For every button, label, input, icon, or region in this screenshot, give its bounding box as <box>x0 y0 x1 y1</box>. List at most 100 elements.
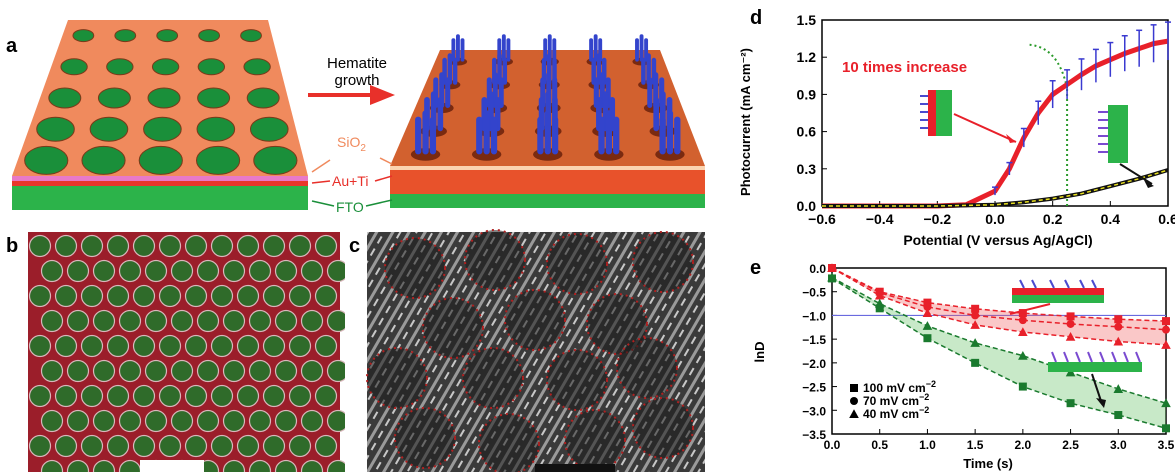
x-tick-label: 0.2 <box>1043 211 1063 227</box>
template-hole <box>24 145 69 175</box>
data-point <box>971 358 980 367</box>
schematic-inset-red <box>920 90 1017 143</box>
green-particle <box>274 259 298 283</box>
green-particle <box>66 259 90 283</box>
green-particle <box>184 384 208 408</box>
data-point <box>1066 319 1075 328</box>
x-tick-label: 1.0 <box>919 438 936 452</box>
nanorod <box>429 116 437 155</box>
green-particle <box>158 384 182 408</box>
green-particle <box>170 409 194 433</box>
x-tick-label: 0.4 <box>1101 211 1121 227</box>
panel-c-sem-image: c <box>349 229 705 472</box>
green-particle <box>184 434 208 458</box>
bundle-outline <box>464 229 526 291</box>
data-point <box>1161 398 1171 408</box>
nanorod <box>501 34 506 62</box>
nanorod <box>447 53 453 85</box>
x-tick-label: 0.5 <box>871 438 888 452</box>
nanorod <box>641 57 646 85</box>
green-particle <box>80 284 104 308</box>
green-particle <box>288 384 312 408</box>
green-particle <box>66 359 90 383</box>
template-holes <box>24 29 298 175</box>
template-hole <box>195 145 241 175</box>
template-hole <box>60 58 88 76</box>
green-particle <box>106 334 130 358</box>
green-particle <box>248 409 272 433</box>
green-particle <box>248 309 272 333</box>
green-particle <box>132 234 156 258</box>
green-particle <box>222 459 246 472</box>
data-point <box>923 302 932 311</box>
nanorod <box>445 77 451 108</box>
green-particle <box>170 259 194 283</box>
confidence-band <box>832 277 1166 429</box>
green-particle <box>236 434 260 458</box>
green-particle <box>106 284 130 308</box>
green-particle <box>66 409 90 433</box>
nanorod <box>639 34 644 62</box>
data-point <box>971 304 980 313</box>
x-tick-label: 0.0 <box>824 438 841 452</box>
data-point <box>827 263 837 272</box>
data-point <box>970 320 980 329</box>
green-particle <box>106 434 130 458</box>
bundle-outline <box>546 233 608 295</box>
green-particle <box>80 334 104 358</box>
y-tick-label: −2.5 <box>802 381 826 395</box>
confidence-band <box>832 268 1166 345</box>
green-particle <box>40 309 64 333</box>
sio2-label: SiO2 <box>337 134 366 154</box>
green-particle <box>184 284 208 308</box>
nanorod <box>551 116 559 155</box>
x-tick-label: 3.5 <box>1158 438 1175 452</box>
data-point <box>1162 424 1170 433</box>
bundle-outline <box>504 289 566 351</box>
data-point <box>970 338 980 347</box>
sem-green-particles <box>28 234 345 472</box>
template-hole <box>147 87 181 109</box>
y-tick-label: 0.6 <box>797 124 817 140</box>
nanorod <box>653 97 660 132</box>
data-point <box>922 308 933 318</box>
green-particle <box>222 409 246 433</box>
green-particle <box>118 359 142 383</box>
scale-bar <box>535 464 615 472</box>
green-particle <box>274 309 298 333</box>
layer-labels: SiO2 Au+Ti FTO <box>311 134 393 215</box>
data-point <box>922 321 933 330</box>
data-point <box>849 409 859 418</box>
schematic-inset-bottom <box>1048 351 1142 408</box>
template-hole <box>114 29 137 43</box>
green-particle <box>40 409 64 433</box>
y-tick-label: 0.0 <box>797 198 817 214</box>
data-point <box>875 304 884 313</box>
green-particle <box>274 409 298 433</box>
data-point <box>1018 327 1028 337</box>
green-particle <box>274 459 298 472</box>
green-particle <box>196 359 220 383</box>
nanorod <box>497 53 502 85</box>
y-tick-label: −0.5 <box>802 286 826 300</box>
fto-label: FTO <box>336 199 364 215</box>
chart-d-annotation: 10 times increase <box>842 59 967 76</box>
green-particle <box>144 309 168 333</box>
green-particle <box>326 409 345 433</box>
green-particle <box>132 384 156 408</box>
arrow-text-line2: growth <box>334 72 379 89</box>
legend-label: 40 mV cm−2 <box>863 405 929 421</box>
template-hole <box>156 29 179 43</box>
nanorod <box>589 38 594 62</box>
green-particle <box>66 459 90 472</box>
green-particle <box>144 409 168 433</box>
panel-c-label: c <box>349 235 360 257</box>
data-point <box>971 311 980 320</box>
plot-frame <box>831 267 1167 435</box>
data-point <box>874 290 885 300</box>
green-particle <box>40 259 64 283</box>
x-tick-label: −0.4 <box>866 211 894 227</box>
green-particle <box>28 284 52 308</box>
data-point <box>1114 322 1123 331</box>
green-particle <box>28 434 52 458</box>
